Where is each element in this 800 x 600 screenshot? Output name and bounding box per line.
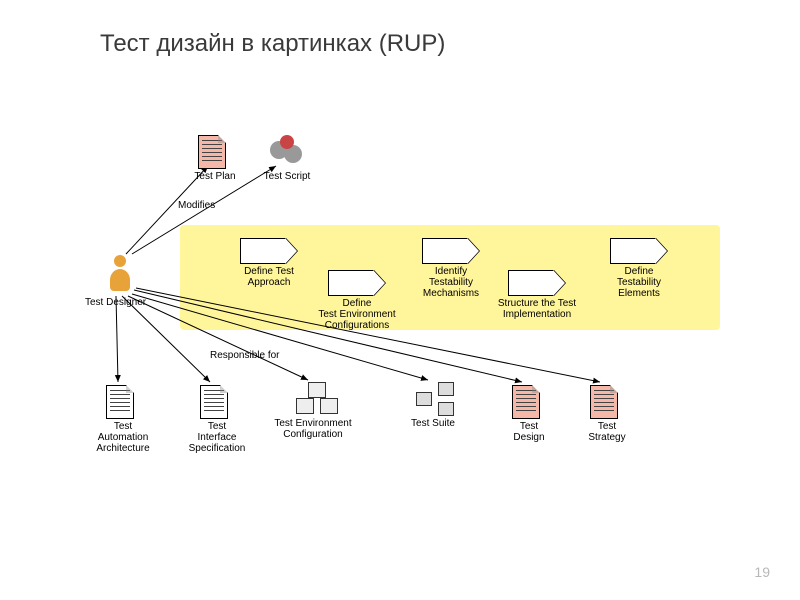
process-identify xyxy=(422,238,468,264)
process-approach xyxy=(240,238,286,264)
label-elements: DefineTestabilityElements xyxy=(590,266,688,299)
label-structure: Structure the TestImplementation xyxy=(488,298,586,320)
process-structure xyxy=(508,270,554,296)
artifact-autoarch xyxy=(106,385,134,419)
label-strategy: TestStrategy xyxy=(562,421,652,443)
label-suite: Test Suite xyxy=(388,418,478,429)
edge-label-modifies: Modifies xyxy=(178,200,278,211)
label-identify: IdentifyTestabilityMechanisms xyxy=(402,266,500,299)
process-envconf xyxy=(328,270,374,296)
label-approach: Define TestApproach xyxy=(220,266,318,288)
artifact-strategy xyxy=(590,385,618,419)
artifact-script xyxy=(270,135,304,165)
label-envc: Test EnvironmentConfiguration xyxy=(268,418,358,440)
label-autoarch: TestAutomationArchitecture xyxy=(78,421,168,454)
edge-label-responsible: Responsible for xyxy=(210,350,310,361)
label-ifspec: TestInterfaceSpecification xyxy=(172,421,262,454)
label-script: Test Script xyxy=(252,171,322,182)
page-number: 19 xyxy=(754,564,770,580)
actor-label: Test Designer xyxy=(85,297,165,308)
slide-title: Тест дизайн в картинках (RUP) xyxy=(100,30,445,58)
artifact-suite xyxy=(416,382,456,416)
actor-test-designer xyxy=(110,255,130,291)
label-design: TestDesign xyxy=(484,421,574,443)
rup-diagram: Test Designer Test PlanTest Script Modifie… xyxy=(70,130,730,490)
slide: Тест дизайн в картинках (RUP) 19 Test De… xyxy=(0,0,800,600)
artifact-design xyxy=(512,385,540,419)
label-plan: Test Plan xyxy=(180,171,250,182)
edge-designer-autoarch xyxy=(116,296,118,382)
artifact-ifspec xyxy=(200,385,228,419)
label-envconf: DefineTest EnvironmentConfigurations xyxy=(308,298,406,331)
process-elements xyxy=(610,238,656,264)
artifact-plan xyxy=(198,135,226,169)
